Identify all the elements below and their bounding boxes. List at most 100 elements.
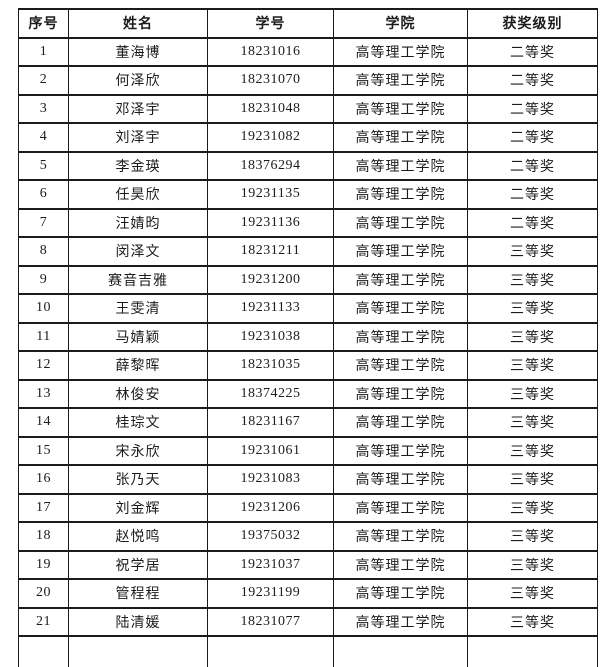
college-cell: 高等理工学院 — [334, 323, 468, 352]
index-cell: 2 — [19, 66, 69, 95]
empty-cell — [468, 636, 598, 667]
name-cell: 王雯清 — [69, 294, 208, 323]
name-cell: 张乃天 — [69, 465, 208, 494]
name-cell: 汪婧昀 — [69, 209, 208, 238]
column-header-award-level: 获奖级别 — [468, 9, 598, 38]
student-id-cell: 18231211 — [208, 237, 334, 266]
student-id-cell: 18231016 — [208, 38, 334, 67]
award-level-cell: 三等奖 — [468, 522, 598, 551]
award-level-cell: 二等奖 — [468, 38, 598, 67]
award-level-cell: 三等奖 — [468, 551, 598, 580]
index-cell: 4 — [19, 123, 69, 152]
award-level-cell: 三等奖 — [468, 380, 598, 409]
award-level-cell: 三等奖 — [468, 494, 598, 523]
college-cell: 高等理工学院 — [334, 380, 468, 409]
college-cell: 高等理工学院 — [334, 38, 468, 67]
college-cell: 高等理工学院 — [334, 522, 468, 551]
college-cell: 高等理工学院 — [334, 494, 468, 523]
index-cell: 8 — [19, 237, 69, 266]
college-cell: 高等理工学院 — [334, 152, 468, 181]
student-id-cell: 18374225 — [208, 380, 334, 409]
index-cell: 18 — [19, 522, 69, 551]
student-id-cell: 18231167 — [208, 408, 334, 437]
index-cell: 3 — [19, 95, 69, 124]
award-level-cell: 二等奖 — [468, 152, 598, 181]
index-cell: 16 — [19, 465, 69, 494]
table-header: 序号姓名学号学院获奖级别 — [19, 9, 598, 38]
award-level-cell: 二等奖 — [468, 180, 598, 209]
award-level-cell: 三等奖 — [468, 294, 598, 323]
award-level-cell: 三等奖 — [468, 323, 598, 352]
name-cell: 陆清媛 — [69, 608, 208, 637]
college-cell: 高等理工学院 — [334, 123, 468, 152]
name-cell: 马婧颖 — [69, 323, 208, 352]
name-cell: 董海博 — [69, 38, 208, 67]
student-id-cell: 19231133 — [208, 294, 334, 323]
student-id-cell: 19231135 — [208, 180, 334, 209]
college-cell: 高等理工学院 — [334, 437, 468, 466]
student-id-cell: 19231136 — [208, 209, 334, 238]
index-cell: 10 — [19, 294, 69, 323]
student-id-cell: 18231048 — [208, 95, 334, 124]
cut-off-row — [19, 636, 598, 667]
award-level-cell: 三等奖 — [468, 266, 598, 295]
award-level-cell: 三等奖 — [468, 465, 598, 494]
college-cell: 高等理工学院 — [334, 351, 468, 380]
college-cell: 高等理工学院 — [334, 408, 468, 437]
award-level-cell: 三等奖 — [468, 408, 598, 437]
index-cell: 19 — [19, 551, 69, 580]
award-level-cell: 三等奖 — [468, 437, 598, 466]
college-cell: 高等理工学院 — [334, 237, 468, 266]
index-cell: 17 — [19, 494, 69, 523]
index-cell: 13 — [19, 380, 69, 409]
index-cell: 7 — [19, 209, 69, 238]
name-cell: 刘金辉 — [69, 494, 208, 523]
college-cell: 高等理工学院 — [334, 551, 468, 580]
student-id-cell: 18231077 — [208, 608, 334, 637]
index-cell: 20 — [19, 579, 69, 608]
award-level-cell: 二等奖 — [468, 95, 598, 124]
index-cell: 12 — [19, 351, 69, 380]
index-cell: 1 — [19, 38, 69, 67]
student-id-cell: 18376294 — [208, 152, 334, 181]
college-cell: 高等理工学院 — [334, 294, 468, 323]
document-page: { "table": { "headers": ["序号", "姓名", "学号… — [0, 0, 611, 642]
college-cell: 高等理工学院 — [334, 209, 468, 238]
name-cell: 桂琮文 — [69, 408, 208, 437]
award-level-cell: 三等奖 — [468, 608, 598, 637]
name-cell: 祝学居 — [69, 551, 208, 580]
student-id-cell: 18231035 — [208, 351, 334, 380]
name-cell: 薛黎晖 — [69, 351, 208, 380]
student-id-cell: 19375032 — [208, 522, 334, 551]
student-id-cell: 19231037 — [208, 551, 334, 580]
student-id-cell: 19231083 — [208, 465, 334, 494]
index-cell: 6 — [19, 180, 69, 209]
award-level-cell: 三等奖 — [468, 237, 598, 266]
student-id-cell: 18231070 — [208, 66, 334, 95]
student-id-cell: 19231199 — [208, 579, 334, 608]
college-cell: 高等理工学院 — [334, 465, 468, 494]
name-cell: 赵悦鸣 — [69, 522, 208, 551]
student-id-cell: 19231206 — [208, 494, 334, 523]
name-cell: 林俊安 — [69, 380, 208, 409]
name-cell: 何泽欣 — [69, 66, 208, 95]
award-level-cell: 二等奖 — [468, 66, 598, 95]
award-level-cell: 二等奖 — [468, 209, 598, 238]
award-level-cell: 三等奖 — [468, 579, 598, 608]
header-row: 序号姓名学号学院获奖级别 — [19, 9, 598, 38]
index-cell: 11 — [19, 323, 69, 352]
